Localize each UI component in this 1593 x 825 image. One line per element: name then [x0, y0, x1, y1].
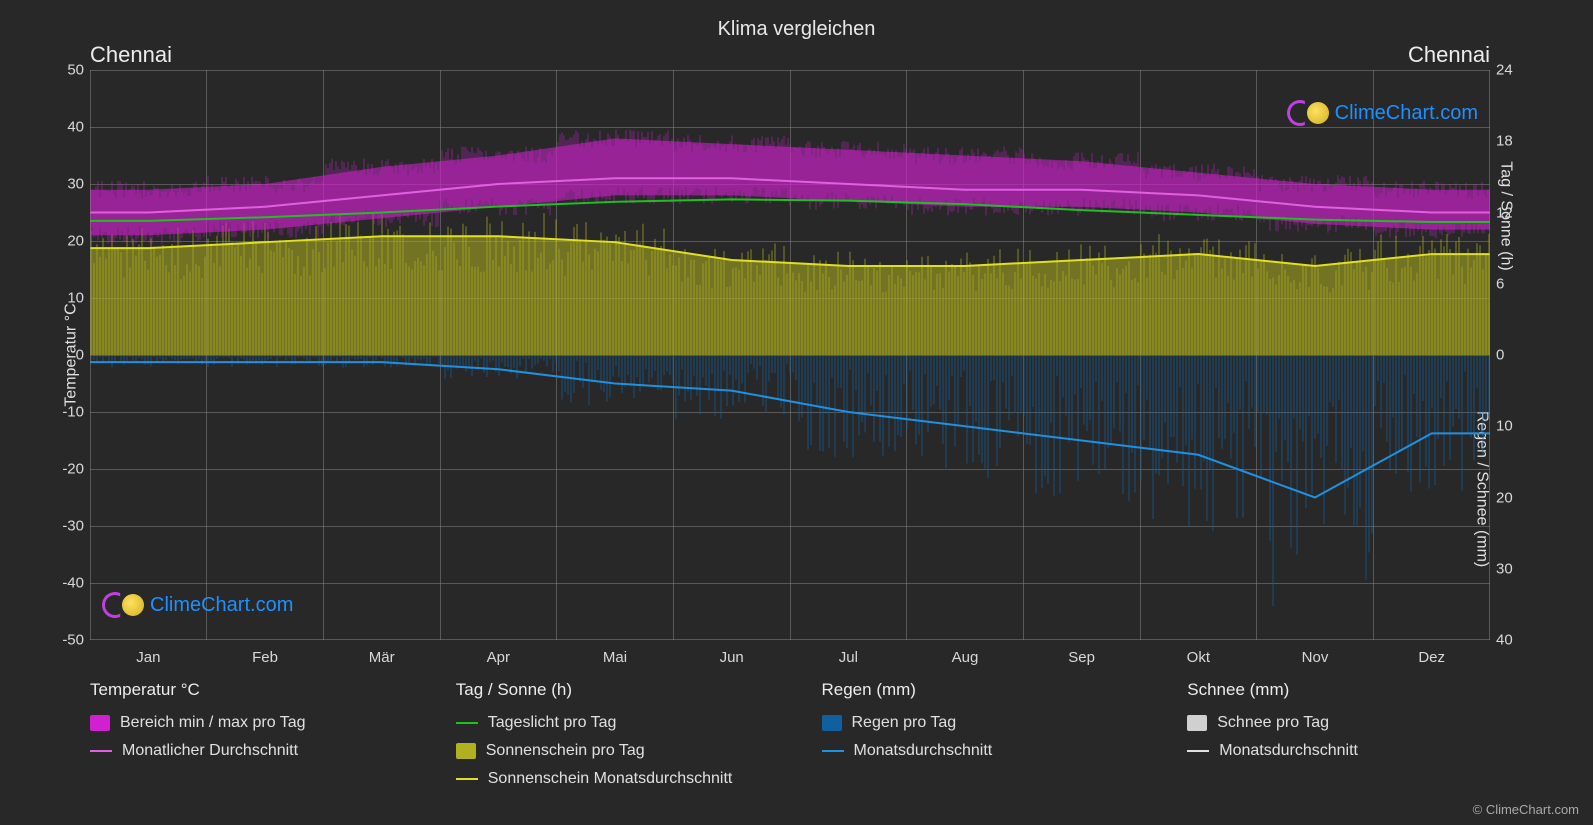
legend-label: Bereich min / max pro Tag — [120, 714, 306, 732]
watermark-text: ClimeChart.com — [150, 594, 293, 617]
watermark-top-right: ClimeChart.com — [1287, 100, 1478, 126]
chart-area: Chennai Chennai Temperatur °C Tag / Sonn… — [90, 70, 1490, 640]
tick-left: -10 — [50, 404, 84, 421]
legend-label: Monatsdurchschnitt — [1219, 742, 1358, 760]
tick-right: 40 — [1496, 632, 1526, 649]
tick-right: 18 — [1496, 133, 1526, 150]
location-label-right: Chennai — [1408, 42, 1490, 68]
swatch-line-icon — [822, 750, 844, 752]
tick-month: Aug — [952, 649, 979, 666]
tick-right: 24 — [1496, 62, 1526, 79]
swatch-block-icon — [1187, 715, 1207, 731]
legend-item: Monatsdurchschnitt — [1187, 742, 1533, 760]
tick-month: Sep — [1068, 649, 1095, 666]
legend-label: Tageslicht pro Tag — [488, 714, 617, 732]
plot-svg — [90, 70, 1490, 640]
legend-label: Monatlicher Durchschnitt — [122, 742, 298, 760]
legend-item: Sonnenschein Monatsdurchschnitt — [456, 770, 802, 788]
tick-left: -50 — [50, 632, 84, 649]
legend-item: Schnee pro Tag — [1187, 714, 1533, 732]
swatch-block-icon — [822, 715, 842, 731]
legend-header: Regen (mm) — [822, 680, 1168, 700]
tick-left: 30 — [50, 176, 84, 193]
tick-left: -40 — [50, 575, 84, 592]
legend-header: Schnee (mm) — [1187, 680, 1533, 700]
legend-item: Sonnenschein pro Tag — [456, 742, 802, 760]
watermark-text: ClimeChart.com — [1335, 102, 1478, 125]
tick-month: Feb — [252, 649, 278, 666]
legend-item: Tageslicht pro Tag — [456, 714, 802, 732]
legend-col: Schnee (mm) Schnee pro Tag Monatsdurchschn… — [1187, 680, 1533, 788]
legend-item: Monatlicher Durchschnitt — [90, 742, 436, 760]
legend-item: Bereich min / max pro Tag — [90, 714, 436, 732]
tick-right: 10 — [1496, 418, 1526, 435]
tick-left: 50 — [50, 62, 84, 79]
watermark-bottom-left: ClimeChart.com — [102, 592, 293, 618]
copyright-label: © ClimeChart.com — [1473, 802, 1579, 817]
legend-label: Schnee pro Tag — [1217, 714, 1329, 732]
legend-item: Regen pro Tag — [822, 714, 1168, 732]
tick-month: Jun — [720, 649, 744, 666]
legend-item: Monatsdurchschnitt — [822, 742, 1168, 760]
legend-col: Regen (mm) Regen pro Tag Monatsdurchschnit… — [822, 680, 1168, 788]
legend-label: Sonnenschein Monatsdurchschnitt — [488, 770, 733, 788]
swatch-line-icon — [456, 778, 478, 780]
tick-right: 0 — [1496, 347, 1526, 364]
tick-right: 6 — [1496, 275, 1526, 292]
tick-left: 0 — [50, 347, 84, 364]
tick-left: -20 — [50, 461, 84, 478]
tick-right: 12 — [1496, 204, 1526, 221]
tick-month: Dez — [1418, 649, 1445, 666]
tick-month: Mai — [603, 649, 627, 666]
temp-range-fuzz — [90, 129, 1488, 244]
legend: Temperatur °C Bereich min / max pro Tag Mo… — [90, 680, 1533, 788]
tick-left: 20 — [50, 233, 84, 250]
swatch-line-icon — [90, 750, 112, 752]
location-label-left: Chennai — [90, 42, 172, 68]
legend-col: Tag / Sonne (h) Tageslicht pro Tag Sonnens… — [456, 680, 802, 788]
logo-sun-icon — [122, 594, 144, 616]
tick-month: Okt — [1187, 649, 1210, 666]
swatch-line-icon — [456, 722, 478, 724]
tick-right: 30 — [1496, 560, 1526, 577]
tick-month: Apr — [487, 649, 510, 666]
tick-month: Nov — [1302, 649, 1329, 666]
tick-month: Mär — [369, 649, 395, 666]
tick-left: -30 — [50, 518, 84, 535]
tick-right: 20 — [1496, 489, 1526, 506]
legend-header: Tag / Sonne (h) — [456, 680, 802, 700]
swatch-block-icon — [90, 715, 110, 731]
tick-month: Jan — [136, 649, 160, 666]
legend-label: Sonnenschein pro Tag — [486, 742, 645, 760]
legend-label: Regen pro Tag — [852, 714, 957, 732]
tick-left: 10 — [50, 290, 84, 307]
logo-sun-icon — [1307, 102, 1329, 124]
legend-header: Temperatur °C — [90, 680, 436, 700]
chart-title: Klima vergleichen — [0, 0, 1593, 41]
legend-col: Temperatur °C Bereich min / max pro Tag Mo… — [90, 680, 436, 788]
swatch-block-icon — [456, 743, 476, 759]
tick-left: 40 — [50, 119, 84, 136]
legend-label: Monatsdurchschnitt — [854, 742, 993, 760]
swatch-line-icon — [1187, 750, 1209, 752]
tick-month: Jul — [839, 649, 858, 666]
